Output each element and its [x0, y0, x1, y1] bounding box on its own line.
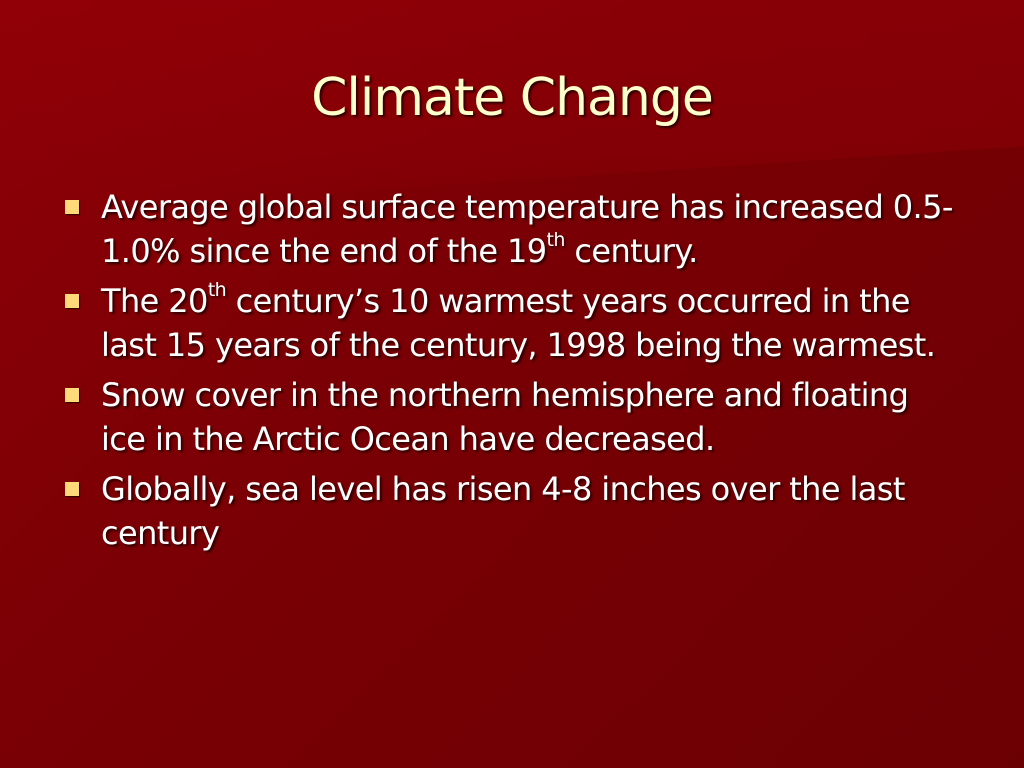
- bullet-text: Average global surface temperature has i…: [101, 188, 953, 270]
- bullet-superscript: th: [207, 279, 227, 302]
- bullet-superscript: th: [546, 229, 566, 252]
- square-bullet-icon: [65, 482, 79, 496]
- bullet-list: Average global surface temperature has i…: [60, 185, 960, 561]
- bullet-text: Snow cover in the northern hemisphere an…: [101, 376, 909, 458]
- bullet-item: The 20th century’s 10 warmest years occu…: [60, 279, 960, 367]
- bullet-item: Snow cover in the northern hemisphere an…: [60, 373, 960, 461]
- slide-title: Climate Change: [311, 68, 714, 128]
- square-bullet-icon: [65, 200, 79, 214]
- bullet-text: Globally, sea level has risen 4-8 inches…: [101, 470, 905, 552]
- square-bullet-icon: [65, 388, 79, 402]
- square-bullet-icon: [65, 294, 79, 308]
- bullet-item: Globally, sea level has risen 4-8 inches…: [60, 467, 960, 555]
- bullet-text: The 20: [101, 282, 208, 320]
- bullet-text-continued: century.: [564, 232, 698, 270]
- bullet-item: Average global surface temperature has i…: [60, 185, 960, 273]
- bullet-text-continued: century’s 10 warmest years occurred in t…: [101, 282, 936, 364]
